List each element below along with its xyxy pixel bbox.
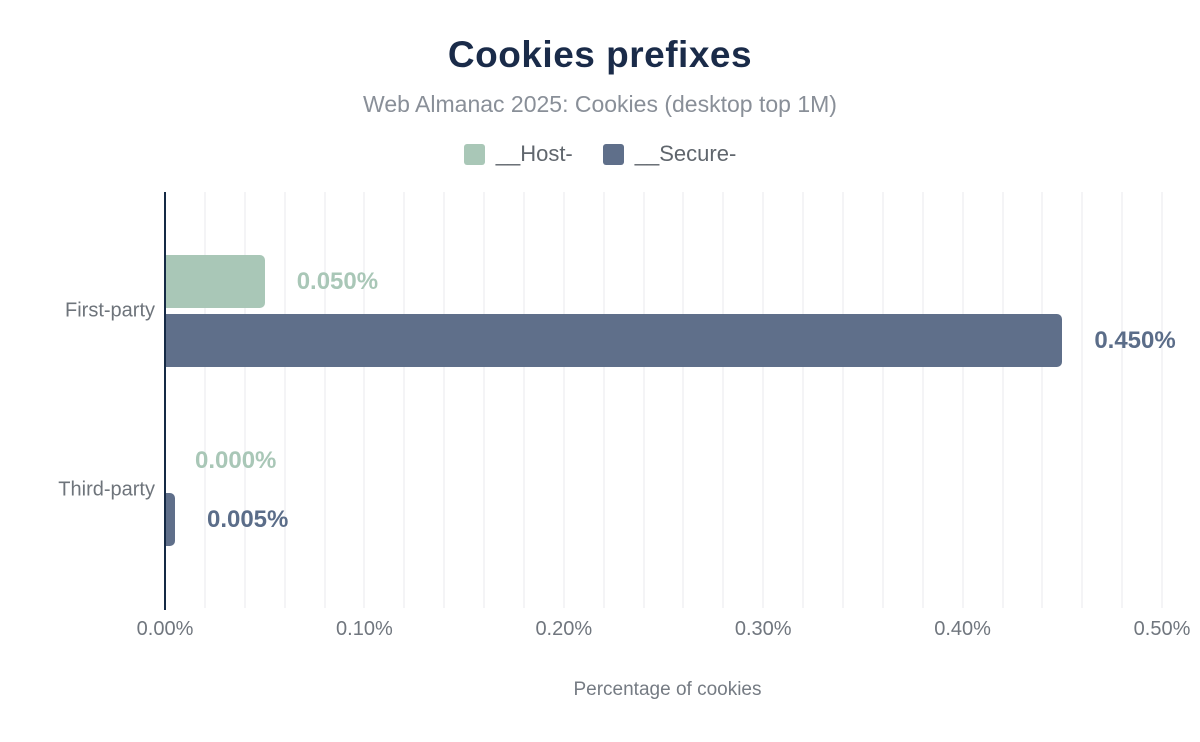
gridline xyxy=(522,192,525,608)
gridline xyxy=(323,192,326,608)
legend-item-Secure-[interactable]: __Secure- xyxy=(602,141,737,167)
gridline xyxy=(881,192,884,608)
bar-value-label: 0.000% xyxy=(195,446,277,474)
bar-first-party-Host-[interactable] xyxy=(165,255,265,308)
gridline xyxy=(403,192,406,608)
gridline xyxy=(483,192,486,608)
gridline xyxy=(1161,192,1164,608)
bar-value-label: 0.450% xyxy=(1094,326,1176,354)
chart-subtitle: Web Almanac 2025: Cookies (desktop top 1… xyxy=(363,91,837,117)
gridline xyxy=(762,192,765,608)
category-label-third-party: Third-party xyxy=(58,478,155,501)
gridline xyxy=(961,192,964,608)
x-tick-label: 0.50% xyxy=(1133,618,1191,640)
bar-first-party-Secure-[interactable] xyxy=(165,314,1063,367)
gridline xyxy=(1081,192,1084,608)
gridline xyxy=(802,192,805,608)
gridline xyxy=(243,192,246,608)
gridline xyxy=(443,192,446,608)
x-tick-label: 0.30% xyxy=(734,618,792,640)
gridline xyxy=(1121,192,1124,608)
gridline xyxy=(203,192,206,608)
x-tick-label: 0.00% xyxy=(136,618,194,640)
category-label-first-party: First-party xyxy=(65,299,155,322)
legend-label: __Host- xyxy=(495,141,573,166)
bar-value-label: 0.050% xyxy=(296,267,379,295)
bar-value-label: 0.005% xyxy=(206,505,289,533)
gridline xyxy=(283,192,286,608)
chart-title: Cookies prefixes xyxy=(447,34,753,75)
gridline xyxy=(1001,192,1004,608)
bar-third-party-Secure-[interactable] xyxy=(165,493,175,546)
y-axis-line xyxy=(164,192,166,610)
x-axis-title: Percentage of cookies xyxy=(573,679,762,700)
gridline xyxy=(722,192,725,608)
gridline xyxy=(363,192,366,608)
gridline xyxy=(1041,192,1044,608)
legend-item-Host-[interactable]: __Host- xyxy=(463,141,573,167)
legend-swatch-icon xyxy=(602,143,624,165)
x-tick-label: 0.20% xyxy=(535,618,593,640)
gridline xyxy=(642,192,645,608)
gridline xyxy=(921,192,924,608)
legend: __Host- __Secure- xyxy=(0,141,1200,167)
legend-label: __Secure- xyxy=(634,141,737,166)
gridline xyxy=(602,192,605,608)
gridline xyxy=(841,192,844,608)
legend-swatch-icon xyxy=(463,143,485,165)
plot-area: 0.050% 0.000% 0.450% 0.005% xyxy=(165,192,1176,608)
x-tick-label: 0.40% xyxy=(934,618,991,640)
x-tick-label: 0.10% xyxy=(336,618,393,640)
gridline xyxy=(562,192,565,608)
gridline xyxy=(682,192,685,608)
